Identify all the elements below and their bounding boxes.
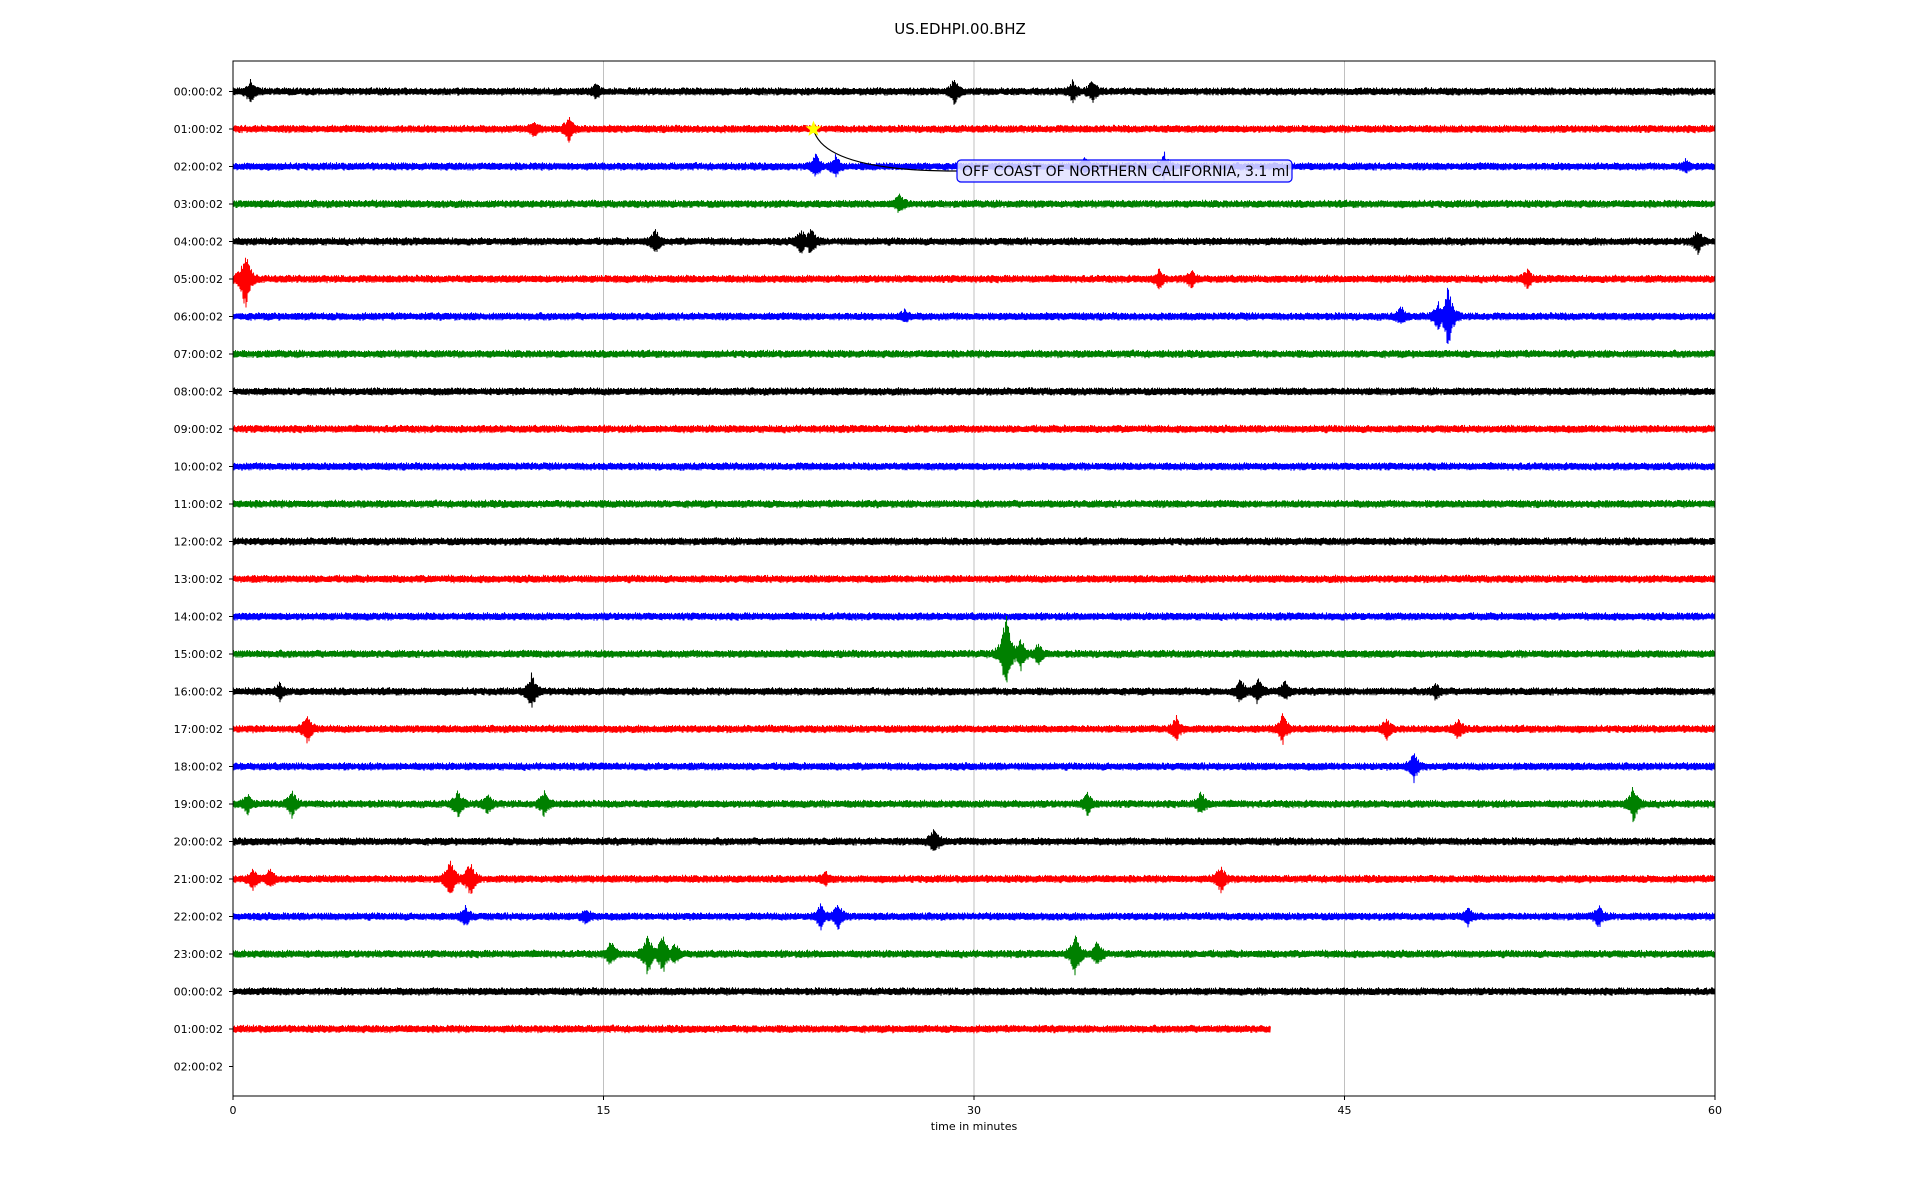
trace-row-1 bbox=[232, 116, 1716, 143]
trace-row-12 bbox=[232, 537, 1716, 546]
trace-row-14 bbox=[232, 612, 1716, 621]
trace-row-13 bbox=[232, 574, 1716, 584]
y-tick-label-0: 00:00:02 bbox=[174, 86, 223, 99]
x-tick-label-1: 15 bbox=[597, 1104, 611, 1117]
y-tick-label-5: 05:00:02 bbox=[174, 273, 223, 286]
trace-row-17 bbox=[232, 713, 1716, 745]
trace-row-19 bbox=[232, 786, 1716, 823]
y-tick-label-13: 13:00:02 bbox=[174, 573, 223, 586]
y-tick-label-9: 09:00:02 bbox=[174, 423, 223, 436]
trace-row-4 bbox=[232, 229, 1716, 255]
trace-row-8 bbox=[232, 387, 1716, 396]
x-tick-label-2: 30 bbox=[967, 1104, 981, 1117]
y-tick-label-20: 20:00:02 bbox=[174, 836, 223, 849]
trace-row-10 bbox=[232, 462, 1716, 471]
event-star-icon bbox=[805, 120, 822, 136]
trace-row-16 bbox=[232, 672, 1716, 708]
y-tick-label-12: 12:00:02 bbox=[174, 536, 223, 549]
trace-row-6 bbox=[232, 287, 1716, 345]
trace-row-23 bbox=[232, 935, 1716, 976]
y-tick-label-25: 01:00:02 bbox=[174, 1023, 223, 1036]
trace-row-21 bbox=[232, 860, 1716, 894]
trace-row-15 bbox=[232, 615, 1716, 683]
y-tick-label-15: 15:00:02 bbox=[174, 648, 223, 661]
y-tick-label-21: 21:00:02 bbox=[174, 873, 223, 886]
y-tick-label-22: 22:00:02 bbox=[174, 911, 223, 924]
y-tick-label-1: 01:00:02 bbox=[174, 123, 223, 136]
x-tick-label-4: 60 bbox=[1708, 1104, 1722, 1117]
y-axis-ticks: 00:00:02 01:00:02 02:00:02 03:00:02 04:00:02… bbox=[174, 86, 233, 1074]
trace-row-3 bbox=[232, 193, 1716, 213]
x-axis-ticks: 0 15 30 45 60 bbox=[230, 1096, 1722, 1117]
y-tick-label-4: 04:00:02 bbox=[174, 236, 223, 249]
trace-row-20 bbox=[232, 829, 1716, 851]
y-tick-label-11: 11:00:02 bbox=[174, 498, 223, 511]
event-label-box bbox=[956, 159, 1293, 183]
trace-row-5 bbox=[232, 257, 1716, 308]
x-tick-label-0: 0 bbox=[230, 1104, 237, 1117]
y-tick-label-7: 07:00:02 bbox=[174, 348, 223, 361]
trace-row-7 bbox=[232, 349, 1716, 359]
chart-title: US.EDHPI.00.BHZ bbox=[894, 20, 1026, 38]
y-tick-label-6: 06:00:02 bbox=[174, 311, 223, 324]
y-tick-label-3: 03:00:02 bbox=[174, 198, 223, 211]
y-tick-label-16: 16:00:02 bbox=[174, 686, 223, 699]
y-tick-label-19: 19:00:02 bbox=[174, 798, 223, 811]
trace-row-11 bbox=[232, 499, 1716, 509]
annotation-connector bbox=[812, 128, 958, 172]
trace-layer bbox=[232, 78, 1716, 1034]
x-axis-label: time in minutes bbox=[931, 1120, 1018, 1133]
trace-row-22 bbox=[232, 903, 1716, 931]
trace-row-0 bbox=[232, 78, 1716, 105]
trace-row-25 bbox=[232, 1024, 1271, 1034]
y-tick-label-2: 02:00:02 bbox=[174, 161, 223, 174]
y-tick-label-10: 10:00:02 bbox=[174, 461, 223, 474]
y-tick-label-26: 02:00:02 bbox=[174, 1061, 223, 1074]
y-tick-label-23: 23:00:02 bbox=[174, 948, 223, 961]
y-tick-label-14: 14:00:02 bbox=[174, 611, 223, 624]
y-tick-label-18: 18:00:02 bbox=[174, 761, 223, 774]
y-tick-label-24: 00:00:02 bbox=[174, 986, 223, 999]
y-tick-label-17: 17:00:02 bbox=[174, 723, 223, 736]
event-label-text: OFF COAST OF NORTHERN CALIFORNIA, 3.1 ml bbox=[962, 164, 1289, 180]
y-tick-label-8: 08:00:02 bbox=[174, 386, 223, 399]
trace-row-9 bbox=[232, 424, 1716, 434]
trace-row-18 bbox=[232, 753, 1716, 784]
event-annotation: OFF COAST OF NORTHERN CALIFORNIA, 3.1 ml bbox=[805, 120, 1293, 183]
trace-row-24 bbox=[232, 987, 1716, 996]
x-tick-label-3: 45 bbox=[1338, 1104, 1352, 1117]
